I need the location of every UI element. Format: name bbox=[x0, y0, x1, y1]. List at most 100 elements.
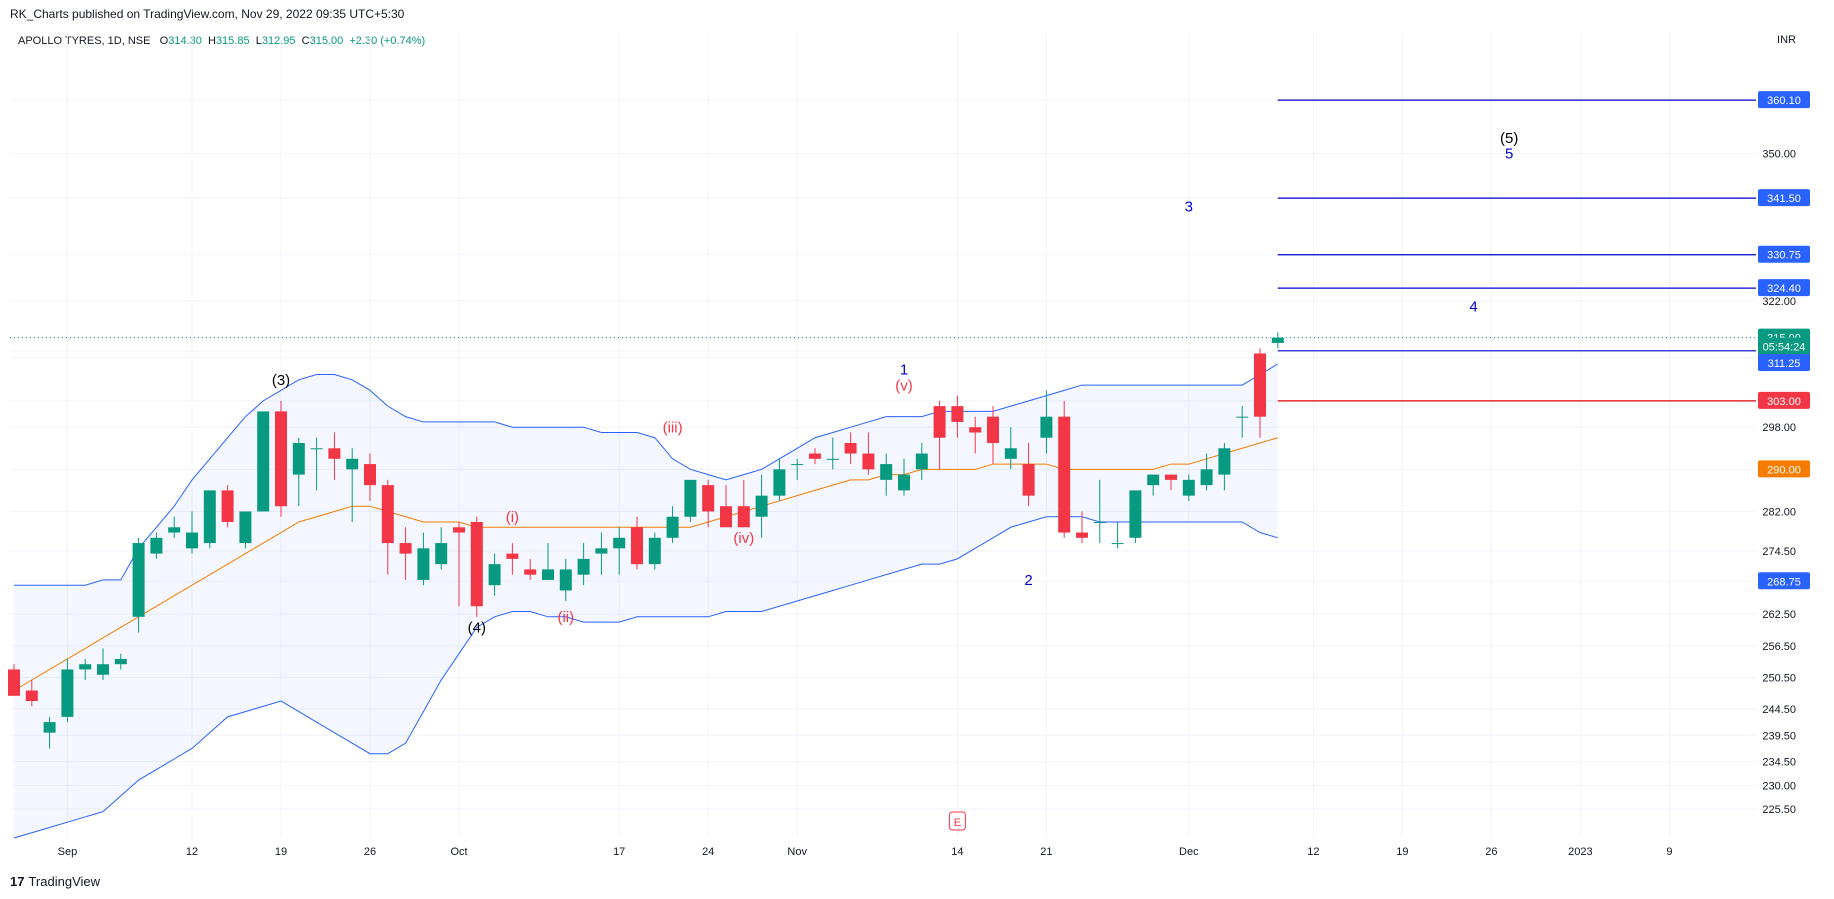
price-badge: 290.00 bbox=[1767, 464, 1801, 476]
x-tick-label: 19 bbox=[275, 846, 287, 858]
price-badge-bg bbox=[1758, 337, 1810, 355]
x-tick-label: 17 bbox=[613, 846, 625, 858]
candle-body[interactable] bbox=[577, 558, 590, 575]
candle-body[interactable] bbox=[221, 490, 234, 522]
x-tick-label: 21 bbox=[1040, 846, 1052, 858]
candle-body[interactable] bbox=[239, 511, 252, 544]
candle-body[interactable] bbox=[1111, 543, 1124, 545]
candle-body[interactable] bbox=[364, 464, 376, 486]
candle-body[interactable] bbox=[453, 527, 465, 533]
y-tick-label: 322.00 bbox=[1762, 296, 1796, 308]
candle-body[interactable] bbox=[186, 532, 198, 549]
candle-body[interactable] bbox=[720, 506, 732, 528]
close-label: C bbox=[301, 35, 310, 47]
candle-body[interactable] bbox=[791, 464, 804, 466]
candle-body[interactable] bbox=[613, 537, 626, 549]
candle-body[interactable] bbox=[542, 569, 554, 580]
candle-body[interactable] bbox=[203, 490, 216, 544]
candle-body[interactable] bbox=[470, 522, 483, 607]
candle-body[interactable] bbox=[506, 553, 519, 559]
candle-body[interactable] bbox=[1236, 416, 1249, 418]
price-badge: 268.75 bbox=[1767, 576, 1801, 588]
low-value: 312.95 bbox=[261, 35, 296, 47]
high-label: H bbox=[207, 35, 216, 47]
candle-body[interactable] bbox=[1271, 337, 1284, 343]
candle-body[interactable] bbox=[43, 722, 56, 733]
candle-body[interactable] bbox=[844, 443, 857, 454]
candle-body[interactable] bbox=[1040, 416, 1053, 438]
y-tick-label: 244.50 bbox=[1762, 704, 1796, 716]
candle-body[interactable] bbox=[435, 543, 448, 565]
wave-label: (5) bbox=[1500, 130, 1518, 147]
candle-body[interactable] bbox=[61, 669, 74, 717]
candle-body[interactable] bbox=[1254, 353, 1266, 417]
wave-label: 3 bbox=[1185, 198, 1193, 215]
wave-label: 5 bbox=[1505, 146, 1513, 163]
candle-body[interactable] bbox=[951, 406, 964, 422]
y-tick-label: 225.50 bbox=[1762, 804, 1796, 816]
candle-body[interactable] bbox=[381, 485, 394, 544]
candle-body[interactable] bbox=[755, 495, 768, 517]
candle-body[interactable] bbox=[114, 658, 127, 665]
wave-label: (3) bbox=[272, 372, 290, 389]
candle-body[interactable] bbox=[1058, 416, 1071, 533]
candle-body[interactable] bbox=[915, 453, 928, 470]
candle-body[interactable] bbox=[773, 469, 786, 496]
price-badge-bg bbox=[1758, 572, 1810, 590]
candle-body[interactable] bbox=[987, 416, 999, 443]
candle-body[interactable] bbox=[292, 443, 305, 475]
candle-body[interactable] bbox=[8, 669, 20, 696]
symbol-name[interactable]: APOLLO TYRES, 1D, NSE bbox=[18, 35, 151, 47]
candle-body[interactable] bbox=[969, 427, 982, 433]
candle-body[interactable] bbox=[684, 479, 697, 517]
candle-body[interactable] bbox=[399, 543, 412, 554]
candle-body[interactable] bbox=[1076, 532, 1088, 538]
currency-label[interactable]: INR bbox=[1777, 34, 1796, 46]
candle-body[interactable] bbox=[417, 548, 430, 580]
candle-body[interactable] bbox=[898, 474, 910, 491]
candle-body[interactable] bbox=[132, 543, 145, 617]
candle-body[interactable] bbox=[631, 527, 643, 565]
price-badge-bg bbox=[1758, 460, 1810, 478]
candle-body[interactable] bbox=[79, 664, 92, 670]
candle-body[interactable] bbox=[648, 537, 661, 565]
candle-body[interactable] bbox=[328, 448, 341, 459]
tradingview-brand[interactable]: TradingView bbox=[28, 874, 101, 889]
candle-body[interactable] bbox=[880, 464, 893, 480]
candle-body[interactable] bbox=[168, 527, 181, 533]
candle-body[interactable] bbox=[809, 453, 821, 459]
y-tick-label: 298.00 bbox=[1762, 422, 1796, 434]
candle-body[interactable] bbox=[933, 406, 946, 438]
candle-body[interactable] bbox=[257, 411, 270, 512]
candle-body[interactable] bbox=[488, 564, 501, 586]
candle-body[interactable] bbox=[595, 548, 608, 554]
candle-body[interactable] bbox=[826, 458, 839, 460]
candle-body[interactable] bbox=[666, 516, 679, 538]
candle-body[interactable] bbox=[150, 537, 163, 554]
candle-body[interactable] bbox=[97, 664, 109, 675]
candle-body[interactable] bbox=[275, 411, 287, 507]
candle-body[interactable] bbox=[737, 506, 750, 528]
candle-body[interactable] bbox=[702, 485, 715, 512]
candle-body[interactable] bbox=[1218, 448, 1231, 475]
candle-body[interactable] bbox=[25, 690, 38, 702]
candle-body[interactable] bbox=[1004, 448, 1017, 459]
earnings-marker-label: E bbox=[954, 817, 961, 829]
candle-body[interactable] bbox=[524, 569, 537, 575]
candle-body[interactable] bbox=[310, 448, 323, 450]
candle-body[interactable] bbox=[1093, 522, 1106, 523]
x-tick-label: 12 bbox=[186, 846, 198, 858]
candle-body[interactable] bbox=[1165, 474, 1177, 480]
candle-body[interactable] bbox=[1200, 469, 1213, 486]
tradingview-logo-icon[interactable]: 17 bbox=[10, 874, 25, 889]
candle-body[interactable] bbox=[862, 453, 875, 470]
candle-body[interactable] bbox=[1147, 474, 1160, 486]
candle-body[interactable] bbox=[346, 458, 359, 470]
candle-body[interactable] bbox=[559, 569, 572, 591]
candle-body[interactable] bbox=[1022, 464, 1035, 496]
candle-body[interactable] bbox=[1182, 479, 1195, 496]
x-tick-label: 24 bbox=[702, 846, 714, 858]
candle-body[interactable] bbox=[1129, 490, 1142, 538]
earnings-marker-icon[interactable] bbox=[948, 811, 966, 831]
